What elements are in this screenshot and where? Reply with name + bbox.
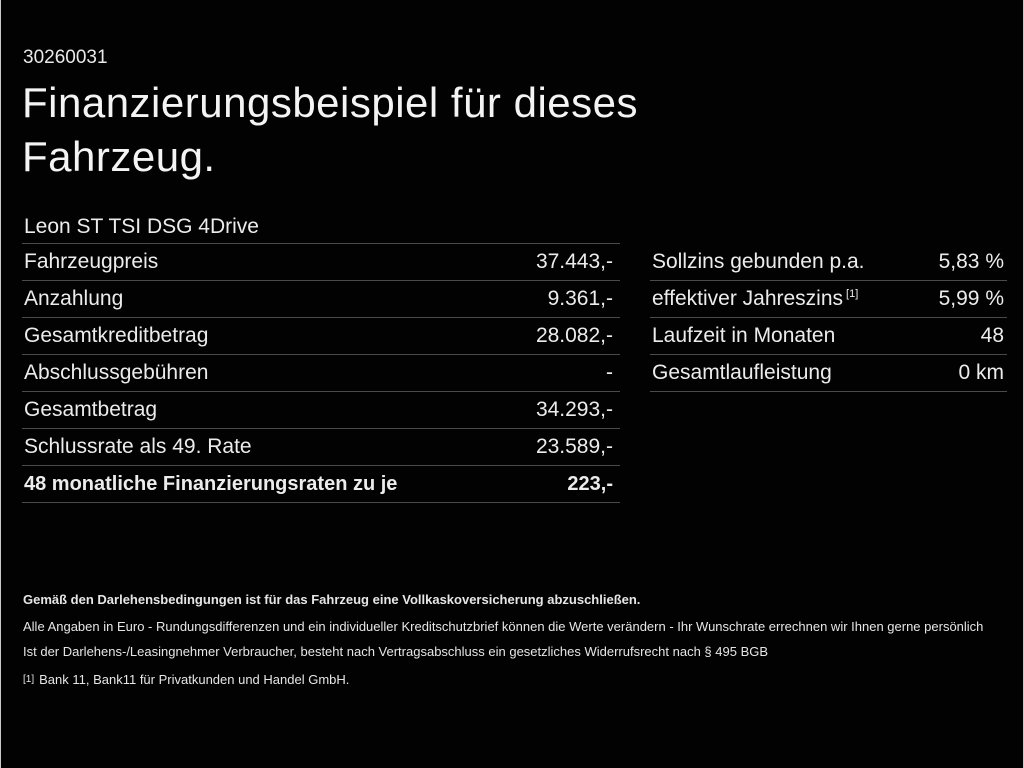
row-value: 34.293,- <box>535 398 613 421</box>
conditions-table: Sollzins gebunden p.a. 5,83 % effektiver… <box>650 244 1007 392</box>
table-row-gesamtlaufleistung: Gesamtlaufleistung 0 km <box>650 355 1007 392</box>
row-value: 0 km <box>958 361 1004 384</box>
table-row-fahrzeugpreis: Fahrzeugpreis 37.443,- <box>22 244 620 281</box>
page-title-line2: Fahrzeug. <box>22 133 216 180</box>
footnote-ref-text: Bank 11, Bank11 für Privatkunden und Han… <box>39 672 350 687</box>
row-label: 48 monatliche Finanzierungsraten zu je <box>24 472 398 495</box>
row-value: 9.361,- <box>547 287 613 310</box>
row-value: 48 <box>980 324 1004 347</box>
row-label: Sollzins gebunden p.a. <box>652 250 865 274</box>
row-label: effektiver Jahreszins [1] <box>652 287 858 311</box>
footnote-marker: [1] <box>846 288 859 300</box>
table-row-monatsrate: 48 monatliche Finanzierungsraten zu je 2… <box>22 466 620 503</box>
finance-details-table: Leon ST TSI DSG 4Drive Fahrzeugpreis 37.… <box>22 212 620 503</box>
table-row-abschlussgebuehren: Abschlussgebühren - <box>22 355 620 392</box>
row-value: 23.589,- <box>535 435 613 458</box>
row-label: Gesamtbetrag <box>24 398 158 421</box>
row-label-text: Gesamtlaufleistung <box>652 361 832 384</box>
table-row-sollzins: Sollzins gebunden p.a. 5,83 % <box>650 244 1007 281</box>
row-value: 5,99 % <box>938 287 1004 310</box>
row-label: Fahrzeugpreis <box>24 250 159 273</box>
footnote-widerrufsrecht: Ist der Darlehens-/Leasingnehmer Verbrau… <box>23 644 769 659</box>
footnote-bank-reference: [1] Bank 11, Bank11 für Privatkunden und … <box>23 672 998 687</box>
row-label: Gesamtkreditbetrag <box>24 324 209 347</box>
row-label: Schlussrate als 49. Rate <box>24 435 252 458</box>
row-value: 37.443,- <box>535 250 613 273</box>
page-title: Finanzierungsbeispiel für dieses Fahrzeug… <box>22 76 638 184</box>
table-row-anzahlung: Anzahlung 9.361,- <box>22 281 620 318</box>
row-label-text: effektiver Jahreszins <box>652 287 844 310</box>
row-value: 5,83 % <box>938 250 1004 273</box>
row-label-text: Sollzins gebunden p.a. <box>652 250 865 273</box>
footnote-insurance: Gemäß den Darlehensbedingungen ist für d… <box>23 592 641 607</box>
table-row-gesamtkreditbetrag: Gesamtkreditbetrag 28.082,- <box>22 318 620 355</box>
footnote-ref-marker: [1] <box>23 674 35 685</box>
table-row-schlussrate: Schlussrate als 49. Rate 23.589,- <box>22 429 620 466</box>
row-value: - <box>606 361 613 384</box>
row-label: Gesamtlaufleistung <box>652 361 832 385</box>
listing-id: 30260031 <box>23 47 108 68</box>
vehicle-name: Leon ST TSI DSG 4Drive <box>22 212 620 244</box>
table-row-effektiver-jahreszins: effektiver Jahreszins [1] 5,99 % <box>650 281 1007 318</box>
row-label: Anzahlung <box>24 287 124 310</box>
footnotes: Gemäß den Darlehensbedingungen ist für d… <box>23 592 998 697</box>
table-row-laufzeit: Laufzeit in Monaten 48 <box>650 318 1007 355</box>
row-label-text: Laufzeit in Monaten <box>652 324 836 347</box>
footnote-disclaimer: Alle Angaben in Euro - Rundungsdifferenz… <box>23 619 984 634</box>
row-value: 223,- <box>567 472 613 495</box>
page-title-line1: Finanzierungsbeispiel für dieses <box>22 79 638 126</box>
row-label: Laufzeit in Monaten <box>652 324 835 348</box>
row-label: Abschlussgebühren <box>24 361 209 384</box>
left-edge-line <box>0 0 1 768</box>
table-row-gesamtbetrag: Gesamtbetrag 34.293,- <box>22 392 620 429</box>
row-value: 28.082,- <box>535 324 613 347</box>
